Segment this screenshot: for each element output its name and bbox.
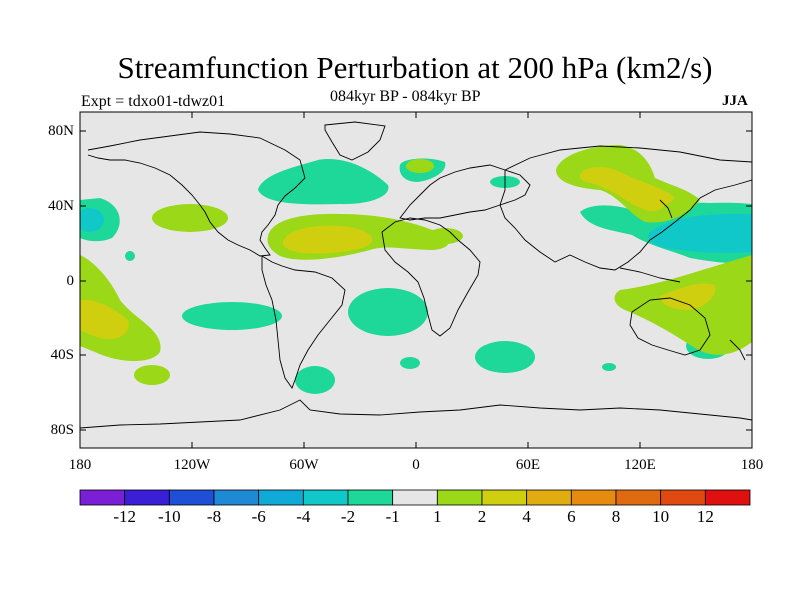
coastline-antarctica	[80, 399, 752, 429]
lon-label-60w: 60W	[289, 457, 319, 473]
colorbar-label: -10	[157, 507, 181, 526]
anomaly-positive-pacific-small	[134, 365, 170, 385]
coastline-asia	[499, 145, 752, 271]
colorbar-label: 8	[611, 507, 621, 526]
lon-label-0: 0	[412, 457, 420, 473]
colorbar-label: 10	[652, 507, 670, 526]
anomaly-positive-subtropical-atlantic-core	[282, 225, 373, 254]
coastline-japan	[659, 199, 673, 219]
colorbar-swatch	[436, 489, 483, 506]
anomaly-negative-drake-passage	[295, 366, 335, 394]
coastline-north-america	[87, 131, 306, 257]
anomaly-negative-small-a	[400, 357, 420, 369]
coastline-new-zealand	[729, 339, 746, 361]
coastline-indonesia	[619, 267, 681, 283]
coastline-africa	[381, 217, 481, 337]
anomaly-positive-east-asia-core	[579, 167, 675, 209]
period-label: 084kyr BP - 084kyr BP	[330, 88, 481, 105]
lon-label-120e: 120E	[624, 457, 656, 473]
colorbar-label: 1	[433, 507, 442, 526]
colorbar-swatch	[79, 489, 126, 506]
colorbar	[79, 489, 751, 506]
lon-label-180-left: 180	[68, 457, 92, 473]
colorbar-swatch	[213, 489, 260, 506]
lon-label-120w: 120W	[173, 457, 211, 473]
lon-label-60e: 60E	[515, 457, 541, 473]
anomaly-positive-west-pacific-core	[660, 283, 716, 310]
anomaly-positive-japan-small	[640, 199, 664, 211]
colorbar-label: -12	[113, 507, 136, 526]
colorbar-swatch	[481, 489, 528, 506]
anomaly-negative-indian-ocean	[475, 341, 535, 373]
anomaly-positive-scandinavia-core	[406, 159, 434, 173]
coastline-greenland	[324, 121, 386, 161]
lat-label-40s: 40S	[50, 347, 74, 363]
colorbar-swatch	[660, 489, 706, 506]
anomaly-negative-south-pacific	[182, 302, 282, 330]
colorbar-label: -8	[206, 507, 222, 526]
colorbar-label: 6	[567, 507, 576, 526]
colorbar-swatch	[526, 489, 572, 506]
anomaly-negative-small-b	[602, 363, 616, 371]
season-label: JJA	[722, 93, 748, 109]
coastline-south-america	[261, 255, 346, 389]
anomaly-negative-nw-pacific-core	[648, 213, 752, 253]
experiment-label: Expt = tdxo01-tdwz01	[81, 93, 226, 110]
colorbar-swatch	[704, 489, 751, 506]
colorbar-label: 2	[477, 507, 487, 526]
anomaly-positive-south-pacific-core	[80, 299, 129, 340]
colorbar-label: -1	[385, 507, 400, 526]
colorbar-swatch	[392, 489, 438, 506]
lat-label-80n: 80N	[48, 123, 74, 139]
colorbar-label: 4	[522, 507, 531, 526]
anomaly-positive-central-atlantic	[427, 228, 463, 244]
lat-label-40n: 40N	[48, 198, 74, 214]
colorbar-swatch	[615, 489, 662, 506]
colorbar-swatch	[124, 489, 170, 506]
anomaly-negative-small-c	[125, 251, 135, 261]
colorbar-swatch	[347, 489, 394, 506]
colorbar-label: -2	[340, 507, 356, 526]
colorbar-swatch	[570, 489, 617, 506]
coastline-europe	[399, 164, 531, 221]
lat-label-0: 0	[66, 273, 75, 289]
colorbar-swatch	[168, 489, 215, 506]
axis-ticks	[80, 112, 752, 448]
anomaly-positive-north-pacific	[152, 204, 228, 232]
chart-title: Streamfunction Perturbation at 200 hPa (…	[117, 50, 713, 85]
coastlines	[80, 121, 752, 429]
anomaly-negative-ne-pacific-core	[80, 208, 104, 232]
colorbar-label: -4	[296, 507, 311, 526]
colorbar-label: -6	[251, 507, 266, 526]
anomaly-shading	[80, 145, 752, 394]
colorbar-swatch	[302, 489, 349, 506]
coastline-australia	[629, 297, 711, 356]
colorbar-swatch	[258, 489, 304, 506]
lon-label-180-right: 180	[740, 457, 764, 473]
lat-label-80s: 80S	[50, 422, 74, 438]
colorbar-label: 12	[696, 507, 714, 526]
anomaly-negative-south-atlantic	[348, 288, 428, 336]
anomaly-negative-north-america	[258, 159, 389, 205]
